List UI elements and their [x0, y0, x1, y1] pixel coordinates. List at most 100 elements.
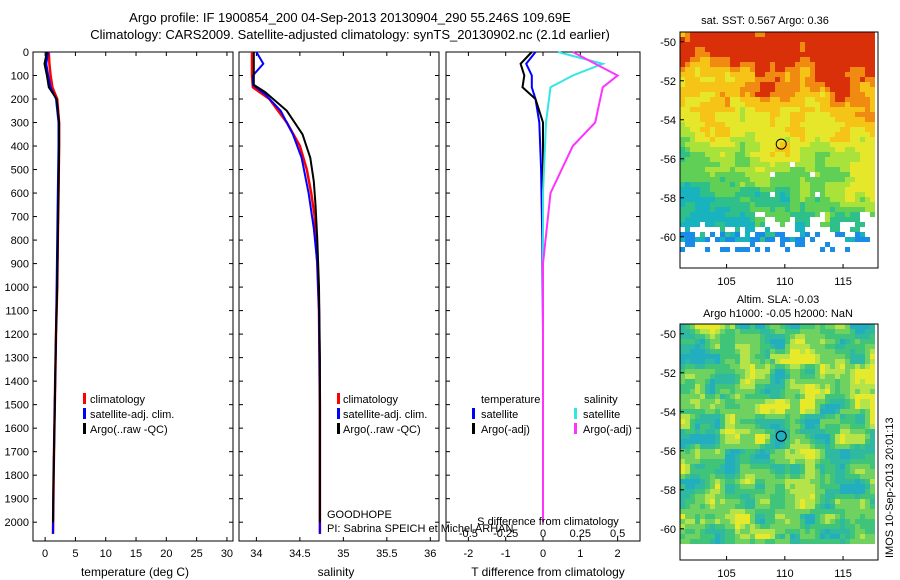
map-cell — [690, 67, 695, 72]
map-cell — [840, 62, 845, 67]
map-cell — [765, 529, 770, 534]
map-cell — [700, 354, 705, 359]
map-cell — [725, 202, 730, 207]
map-cell — [730, 77, 735, 82]
map-cell — [690, 509, 695, 514]
map-cell — [840, 107, 845, 112]
map-cell — [715, 529, 720, 534]
map-cell — [690, 499, 695, 504]
map-cell — [800, 414, 805, 419]
map-cell — [700, 469, 705, 474]
map-cell — [730, 514, 735, 519]
map-cell — [870, 374, 875, 379]
map-cell — [735, 464, 740, 469]
map-cell — [685, 42, 690, 47]
map-cell — [745, 182, 750, 187]
map-cell — [720, 349, 725, 354]
map-cell — [870, 324, 875, 329]
map-cell — [830, 394, 835, 399]
map-cell — [710, 147, 715, 152]
map-cell — [700, 324, 705, 329]
map-cell — [865, 42, 870, 47]
map-cell — [690, 132, 695, 137]
map-cell — [780, 324, 785, 329]
legend-swatch-satellite — [337, 408, 340, 419]
map-cell — [825, 339, 830, 344]
lat-tick-label: -50 — [660, 37, 676, 49]
map-cell — [705, 414, 710, 419]
map-cell — [770, 152, 775, 157]
map-cell — [770, 434, 775, 439]
map-cell — [725, 504, 730, 509]
map-cell — [715, 354, 720, 359]
map-cell — [805, 414, 810, 419]
map-cell — [850, 182, 855, 187]
map-cell — [725, 57, 730, 62]
legend-label: satellite-adj. clim. — [343, 409, 427, 421]
map-cell — [780, 384, 785, 389]
map-cell — [815, 389, 820, 394]
map-cell — [770, 107, 775, 112]
map-cell — [735, 57, 740, 62]
map-cell — [680, 127, 685, 132]
map-cell — [725, 192, 730, 197]
map-cell — [755, 334, 760, 339]
map-cell — [855, 97, 860, 102]
map-cell — [775, 127, 780, 132]
map-cell — [810, 212, 815, 217]
map-cell — [865, 72, 870, 77]
map-cell — [690, 242, 695, 247]
map-cell — [795, 192, 800, 197]
map-cell — [795, 539, 800, 544]
map-cell — [835, 379, 840, 384]
map-cell — [795, 102, 800, 107]
map-cell — [805, 374, 810, 379]
map-cell — [740, 339, 745, 344]
map-cell — [855, 444, 860, 449]
map-cell — [855, 227, 860, 232]
map-cell — [750, 534, 755, 539]
map-cell — [755, 514, 760, 519]
map-cell — [815, 374, 820, 379]
map-cell — [700, 217, 705, 222]
map-cell — [850, 197, 855, 202]
map-cell — [745, 147, 750, 152]
map-cell — [695, 419, 700, 424]
map-cell — [860, 334, 865, 339]
map-cell — [840, 474, 845, 479]
map-cell — [695, 379, 700, 384]
map-cell — [685, 419, 690, 424]
map-cell — [850, 504, 855, 509]
map-cell — [775, 152, 780, 157]
map-cell — [690, 47, 695, 52]
map-cell — [790, 72, 795, 77]
map-cell — [865, 509, 870, 514]
map-cell — [865, 324, 870, 329]
s-x-tick-label: -0.5 — [459, 528, 478, 540]
map-cell — [830, 449, 835, 454]
map-cell — [820, 409, 825, 414]
map-cell — [770, 157, 775, 162]
map-cell — [710, 152, 715, 157]
map-cell — [730, 539, 735, 544]
map-cell — [870, 349, 875, 354]
map-cell — [790, 514, 795, 519]
map-cell — [725, 429, 730, 434]
map-cell — [730, 479, 735, 484]
map-cell — [785, 142, 790, 147]
map-cell — [740, 102, 745, 107]
map-cell — [760, 374, 765, 379]
map-cell — [735, 389, 740, 394]
map-cell — [720, 172, 725, 177]
map-cell — [775, 484, 780, 489]
map-cell — [720, 374, 725, 379]
map-cell — [790, 454, 795, 459]
map-cell — [705, 424, 710, 429]
argo-location-marker — [775, 430, 787, 442]
map-cell — [730, 192, 735, 197]
map-cell — [760, 474, 765, 479]
map-cell — [840, 47, 845, 52]
map-cell — [745, 539, 750, 544]
map-cell — [725, 237, 730, 242]
map-cell — [790, 152, 795, 157]
